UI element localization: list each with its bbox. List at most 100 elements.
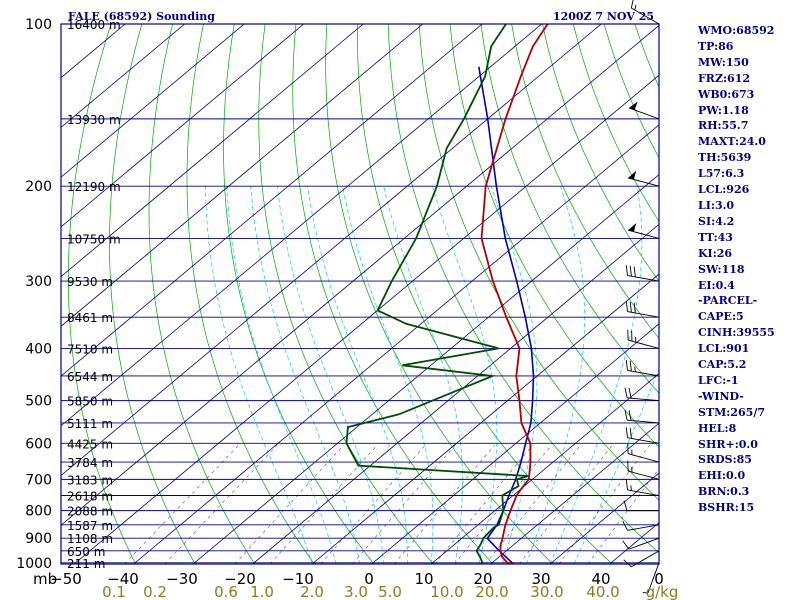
- wind-barb: [627, 170, 660, 187]
- mixing-ratio-label: 40.0: [586, 583, 619, 600]
- index-entry: SI:4.2: [698, 214, 735, 228]
- index-entry: L57:6.3: [698, 167, 745, 181]
- height-label: 6544 m: [67, 370, 113, 384]
- index-entry: LCL:901: [698, 342, 750, 356]
- dry-adiabat: [480, 24, 659, 394]
- moist-adiabat: [432, 186, 498, 564]
- pressure-tick-label: 500: [25, 394, 52, 410]
- index-entry: SHR+:0.0: [698, 437, 758, 451]
- mixing-ratio-label: 10.0: [430, 583, 463, 600]
- isotherm: [61, 24, 245, 178]
- moist-adiabat: [277, 186, 384, 564]
- mixing-ratio-label: 0.1: [102, 583, 126, 600]
- mixing-ratio-label: 20.0: [475, 583, 508, 600]
- dry-adiabat: [109, 24, 196, 564]
- index-entry: LCL:926: [698, 183, 750, 197]
- height-label: 2618 m: [67, 490, 113, 504]
- height-label: 5111 m: [67, 417, 113, 431]
- dry-adiabat: [357, 24, 613, 564]
- wind-barb: [624, 409, 660, 424]
- temperature-tick-label: −30: [166, 570, 198, 588]
- moist-adiabat: [549, 186, 643, 564]
- wind-barbs: [622, 0, 660, 594]
- dry-adiabat: [68, 24, 136, 564]
- wind-barb: [623, 500, 659, 512]
- pressure-tick-label: 1000: [16, 556, 52, 572]
- height-label: 211 m: [67, 557, 105, 571]
- isotherm: [61, 24, 304, 228]
- index-entry: FRZ:612: [698, 71, 751, 85]
- mixing-ratio-line: [124, 444, 239, 564]
- height-label: 12190 m: [67, 180, 121, 194]
- index-entry: CAPE:5: [698, 310, 744, 324]
- height-label: 3784 m: [67, 456, 113, 470]
- wind-barb: [627, 223, 660, 239]
- height-label: 1587 m: [67, 519, 113, 533]
- height-label: 3183 m: [67, 473, 113, 487]
- index-entry: STM:265/7: [698, 405, 765, 419]
- pressure-tick-label: 700: [25, 472, 52, 488]
- mixing-ratio-label: 0.2: [143, 583, 167, 600]
- index-entry: BSHR:15: [698, 501, 755, 515]
- height-label: 7510 m: [67, 342, 113, 356]
- dry-adiabat: [418, 24, 659, 501]
- temperature-tick-label: −10: [282, 570, 314, 588]
- moist-adiabat: [307, 186, 408, 564]
- pressure-tick-label: 800: [25, 504, 52, 520]
- height-label: 8461 m: [67, 311, 113, 325]
- parcel-trace: [478, 66, 535, 564]
- mixing-ratio-label: 5.0: [378, 583, 402, 600]
- index-entry: WB0:673: [698, 87, 755, 101]
- temperature-tick-label: 40: [591, 570, 610, 588]
- index-entry: PW:1.18: [698, 103, 749, 117]
- moist-adiabat: [250, 186, 361, 564]
- wind-barb: [627, 460, 660, 480]
- dry-adiabat: [325, 24, 553, 564]
- temperature-tick-label: 30: [531, 570, 550, 588]
- height-label: 650 m: [67, 545, 105, 559]
- station-title: FALE (68592) Sounding: [68, 10, 215, 23]
- isotherm: [61, 24, 659, 526]
- moist-adiabat: [342, 186, 434, 564]
- wind-barb: [642, 562, 660, 594]
- index-entry: SW:118: [698, 262, 745, 276]
- wind-barb: [630, 0, 660, 25]
- isotherm: [73, 74, 659, 564]
- mixing-ratio-line: [269, 444, 378, 564]
- temperature-tick-label: 0: [654, 570, 664, 588]
- temperature-tick-label: −50: [50, 570, 82, 588]
- temperature-tick-label: 20: [473, 570, 492, 588]
- index-entry: BRN:0.3: [698, 485, 750, 499]
- isotherm: [61, 24, 483, 377]
- mixing-ratio-line: [352, 445, 456, 564]
- mixing-ratio-line: [234, 444, 344, 564]
- isotherm: [549, 472, 659, 564]
- index-entry: CINH:39555: [698, 326, 775, 340]
- isotherm: [430, 373, 659, 564]
- mixing-ratio-unit: g/kg: [646, 583, 679, 600]
- index-entry: LFC:-1: [698, 373, 739, 387]
- pressure-unit-label: mb: [33, 570, 57, 588]
- height-label: 5850 m: [67, 395, 113, 409]
- dry-adiabat: [186, 24, 315, 564]
- mixing-ratio-line: [454, 445, 552, 564]
- wind-barb: [623, 550, 660, 568]
- skewt-grid: [61, 24, 659, 564]
- dry-adiabat: [388, 24, 659, 554]
- index-entry: SRDS:85: [698, 453, 752, 467]
- height-label: 4425 m: [67, 437, 113, 451]
- wind-barb: [625, 359, 660, 377]
- index-entry: CAP:5.2: [698, 358, 747, 372]
- index-entry: TP:86: [698, 39, 734, 53]
- wind-barb: [627, 443, 660, 463]
- wind-barb: [625, 265, 660, 282]
- wind-barb: [625, 301, 660, 318]
- sounding-profiles: [345, 24, 549, 564]
- index-entry: KI:26: [698, 246, 733, 260]
- mixing-ratio-line: [518, 445, 613, 564]
- temperature-tick-label: 10: [414, 570, 433, 588]
- index-entry: TH:5639: [698, 151, 752, 165]
- isotherm: [61, 24, 542, 427]
- isotherm: [61, 24, 423, 327]
